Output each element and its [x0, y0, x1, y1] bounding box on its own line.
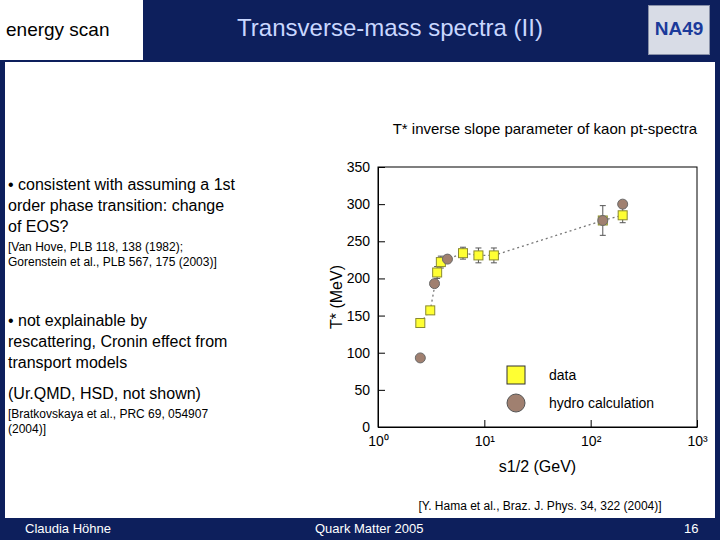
error-cap — [475, 262, 481, 263]
tick-label: 300 — [347, 196, 371, 212]
marker — [433, 268, 442, 277]
axis-line — [378, 168, 379, 428]
reference: [Van Hove, PLB 118, 138 (1982);Gorenstei… — [8, 240, 308, 270]
reference: [Bratkovskaya et al., PRC 69, 054907(200… — [8, 407, 308, 437]
chart: 10⁰ 10¹ 10² 10³ 0 50 100 150 200 250 300 350 T* inve… — [0, 0, 720, 540]
bullet-line: order phase transition: change — [8, 195, 308, 216]
axis-line — [379, 427, 698, 428]
tick: 150 — [347, 308, 385, 324]
corner-box: energy scan — [0, 0, 143, 60]
bullets: • consistent with assuming a 1storder ph… — [8, 174, 308, 437]
reference-line: [Bratkovskaya et al., PRC 69, 054907 — [8, 407, 308, 422]
chart-title: T* inverse slope parameter of kaon pt-sp… — [393, 120, 698, 137]
marker — [489, 251, 498, 260]
corner-label: energy scan — [6, 19, 110, 41]
bullet-note: (Ur.QMD, HSD, not shown) — [8, 383, 308, 404]
footer-event: Quark Matter 2005 — [315, 521, 423, 536]
reference-line: [Van Hove, PLB 118, 138 (1982); — [8, 240, 308, 255]
legend-label: data — [549, 367, 576, 383]
marker — [598, 216, 607, 225]
tick-label: 10³ — [687, 433, 708, 449]
tick-label: 250 — [347, 233, 371, 249]
tick-mark — [378, 204, 385, 205]
tick-mark — [484, 420, 485, 427]
tick: 10¹ — [475, 420, 496, 449]
reference-line: (2004)] — [8, 422, 308, 437]
error-cap — [491, 247, 497, 248]
x-axis: 10⁰ 10¹ 10² 10³ — [368, 420, 708, 449]
y-axis: 0 50 100 150 200 250 300 350 — [347, 159, 385, 435]
source-note: [Y. Hama et al., Braz. J. Phys. 34, 322 … — [418, 499, 661, 513]
tick: 10³ — [687, 420, 708, 449]
marker — [474, 251, 483, 260]
logo: NA49 — [648, 5, 710, 55]
tick-label: 100 — [347, 345, 371, 361]
tick-label: 50 — [354, 382, 370, 398]
marker — [415, 353, 425, 363]
tick-label: 10¹ — [475, 433, 496, 449]
series-0 — [416, 206, 627, 328]
error-cap — [600, 235, 606, 236]
tick-mark — [378, 316, 385, 317]
tick-label: 200 — [347, 270, 371, 286]
tick-mark — [591, 420, 592, 427]
tick-mark — [378, 390, 385, 391]
reference-line: Gorenstein et al., PLB 567, 175 (2003)] — [8, 255, 308, 270]
tick-mark — [378, 353, 385, 354]
marker — [618, 211, 627, 220]
tick-mark — [378, 278, 385, 279]
marker — [442, 254, 452, 264]
error-cap — [491, 262, 497, 263]
bullet-line: transport models — [8, 352, 308, 373]
logo-text: NA49 — [649, 18, 709, 40]
legend-swatch — [507, 394, 525, 412]
marker — [430, 279, 440, 289]
footer-author: Claudia Höhne — [25, 521, 111, 536]
bullet-line: • not explainable by — [8, 310, 308, 331]
spacer — [8, 270, 308, 310]
tick-mark — [697, 420, 698, 427]
series-line — [420, 215, 622, 323]
x-axis-title: s1/2 (GeV) — [499, 458, 576, 475]
error-cap — [475, 247, 481, 248]
tick: 350 — [347, 159, 385, 175]
marker — [416, 319, 425, 328]
tick-label: 10⁰ — [368, 433, 389, 449]
tick: 100 — [347, 345, 385, 361]
series-1 — [415, 199, 627, 363]
error-cap — [460, 247, 466, 248]
tick: 300 — [347, 196, 385, 212]
error-cap — [600, 205, 606, 206]
marker — [618, 199, 628, 209]
tick-mark — [378, 241, 385, 242]
bullet-line: • consistent with assuming a 1st — [8, 174, 308, 195]
tick: 50 — [354, 382, 385, 398]
tick-label: 0 — [362, 419, 370, 435]
legend-swatch — [507, 366, 525, 384]
legend: data hydro calculation — [507, 366, 654, 412]
marker — [426, 306, 435, 315]
y-axis-title: T* (MeV) — [328, 265, 345, 329]
slide-title: Transverse-mass spectra (II) — [150, 14, 630, 42]
marker — [458, 249, 467, 258]
bullet-line: of EOS? — [8, 216, 308, 237]
bullet-line: rescattering, Cronin effect from — [8, 331, 308, 352]
tick-label: 10² — [581, 433, 602, 449]
tick: 200 — [347, 270, 385, 286]
legend-label: hydro calculation — [549, 395, 654, 411]
tick-label: 150 — [347, 308, 371, 324]
error-cap — [460, 259, 466, 260]
error-cap — [620, 222, 626, 223]
tick-mark — [378, 427, 385, 428]
tick-mark — [378, 167, 385, 168]
footer-page: 16 — [684, 521, 698, 536]
tick: 10² — [581, 420, 602, 449]
tick: 0 — [362, 419, 385, 435]
plot-frame — [378, 167, 697, 427]
marker — [598, 215, 608, 225]
tick-label: 350 — [347, 159, 371, 175]
plot-area — [415, 199, 627, 363]
tick: 250 — [347, 233, 385, 249]
